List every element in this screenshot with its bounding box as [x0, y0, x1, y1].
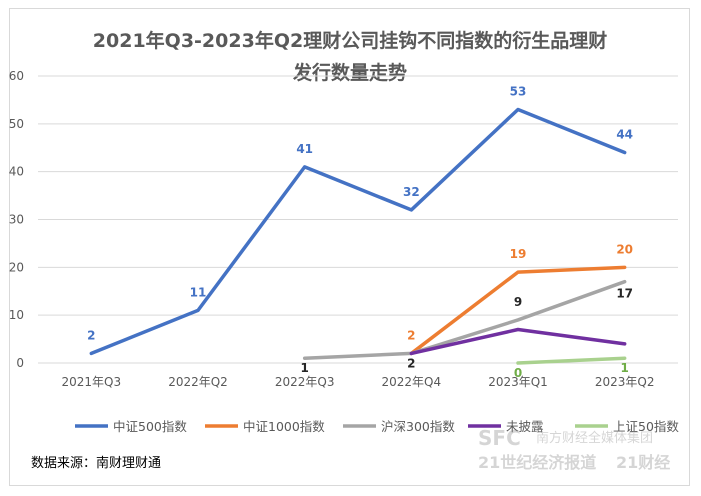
x-axis-ticks: 2021年Q3 2022年Q2 2022年Q3 2022年Q4 2023年Q1 2023年… — [62, 375, 655, 389]
series-line — [89, 107, 627, 356]
y-tick-label: 10 — [9, 308, 24, 322]
gridlines — [38, 75, 678, 364]
data-label: 19 — [510, 247, 527, 261]
chart-title-line1: 2021年Q3-2023年Q2理财公司挂钩不同指数的衍生品理财 — [93, 29, 607, 52]
series-line — [409, 327, 627, 356]
y-tick-label: 40 — [9, 165, 24, 179]
watermark-brand-mark: SFC — [478, 426, 521, 450]
data-label: 20 — [616, 242, 633, 256]
source-note: 数据来源：南财理财通 — [31, 456, 162, 471]
chart-title-line2: 发行数量走势 — [292, 61, 407, 84]
data-label: 11 — [190, 285, 207, 299]
y-tick-label: 0 — [16, 356, 24, 370]
chart-frame — [9, 8, 690, 486]
data-label: 53 — [510, 84, 527, 98]
data-label: 1 — [620, 361, 628, 375]
data-label: 0 — [514, 366, 522, 380]
y-tick-label: 50 — [9, 117, 24, 131]
data-labels: 2 11 41 32 53 44 2 19 20 1 2 9 17 0 1 — [87, 84, 633, 380]
legend-label: 未披露 — [506, 419, 544, 434]
data-label: 44 — [616, 128, 633, 142]
legend-label: 中证1000指数 — [243, 419, 325, 434]
legend: 中证500指数 中证1000指数 沪深300指数 未披露 上证50指数 — [75, 419, 679, 434]
data-label: 9 — [514, 295, 522, 309]
x-tick-label: 2022年Q3 — [275, 375, 335, 389]
y-axis-ticks: 0 10 20 30 40 50 60 — [9, 69, 24, 370]
y-tick-label: 60 — [9, 69, 24, 83]
legend-label: 中证500指数 — [113, 419, 187, 434]
series-line — [516, 356, 627, 365]
watermark-line2: 21世纪经济报道 — [478, 453, 596, 472]
legend-label: 沪深300指数 — [381, 419, 455, 434]
watermark-line3: 21财经 — [616, 453, 670, 472]
legend-label: 上证50指数 — [613, 419, 679, 434]
watermark-logo: SFC 南方财经全媒体集团 21世纪经济报道 21财经 — [478, 426, 670, 472]
x-tick-label: 2023年Q1 — [488, 375, 548, 389]
data-label: 1 — [300, 361, 308, 375]
x-tick-label: 2021年Q3 — [62, 375, 122, 389]
y-tick-label: 20 — [9, 260, 24, 274]
x-tick-label: 2022年Q4 — [382, 375, 442, 389]
x-tick-label: 2023年Q2 — [595, 375, 655, 389]
data-label: 2 — [87, 328, 95, 342]
watermark-line1: 南方财经全媒体集团 — [536, 430, 653, 446]
series-lines — [89, 107, 627, 365]
x-tick-label: 2022年Q2 — [168, 375, 228, 389]
data-label: 2 — [407, 328, 415, 342]
data-label: 2 — [407, 356, 415, 370]
y-tick-label: 30 — [9, 213, 24, 227]
data-label: 41 — [296, 142, 313, 156]
series-line — [409, 265, 627, 356]
data-label: 17 — [616, 287, 633, 301]
series-line — [302, 279, 627, 360]
data-label: 32 — [403, 185, 420, 199]
